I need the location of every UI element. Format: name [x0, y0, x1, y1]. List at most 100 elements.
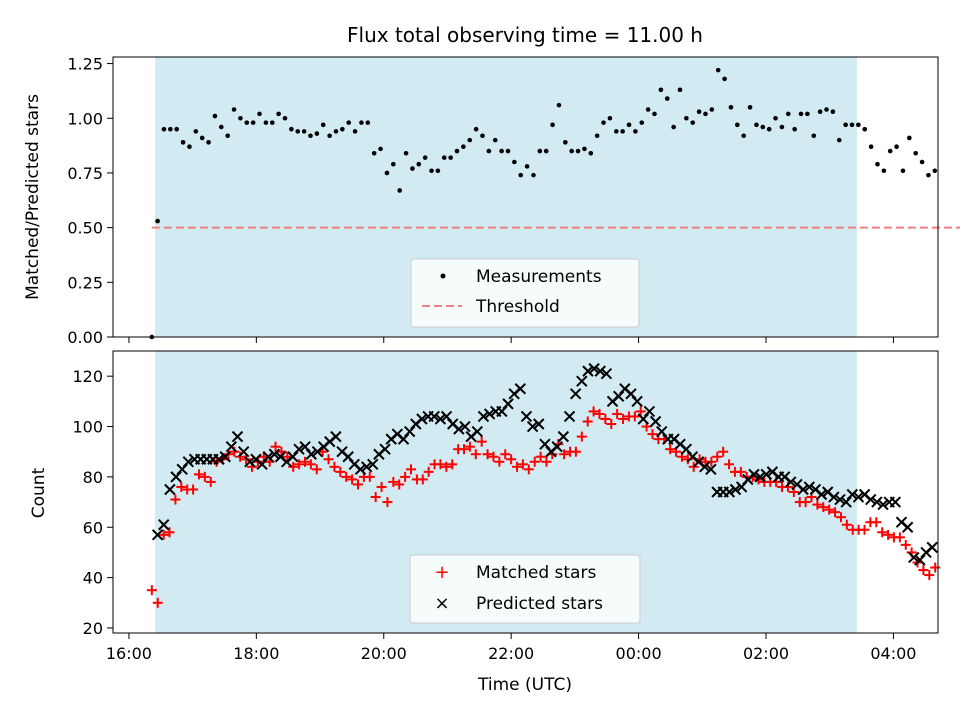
predicted-point: [219, 451, 231, 463]
measurement-point: [754, 122, 759, 128]
predicted-point: [815, 488, 828, 501]
predicted-point: [268, 448, 281, 460]
measurement-point: [703, 111, 708, 117]
matched-point: [529, 456, 540, 467]
measurement-point: [269, 120, 275, 125]
measurement-point: [320, 122, 326, 128]
matched-point: [559, 449, 570, 460]
matched-point: [370, 492, 381, 503]
measurement-point: [282, 115, 288, 121]
measurement-point: [626, 122, 632, 128]
predicted-point: [520, 410, 533, 423]
predicted-point: [231, 430, 244, 443]
measurement-point: [505, 148, 511, 154]
predicted-point: [723, 486, 736, 498]
measurement-point: [658, 87, 664, 93]
predicted-point: [551, 440, 563, 453]
predicted-point: [379, 443, 391, 455]
x-tick-label: 02:00: [743, 644, 789, 663]
matched-point: [841, 519, 852, 530]
x-tick-label: 18:00: [233, 644, 279, 663]
matched-point: [205, 476, 216, 487]
top-y-tick-label: 0.00: [67, 328, 103, 347]
bottom-y-axis: 20 40 60 80 100 120: [72, 367, 113, 638]
measurement-point: [429, 168, 434, 174]
matched-point: [494, 456, 505, 467]
x-axis-label: Time (UTC): [477, 675, 572, 695]
top-y-tick-label: 1.00: [67, 109, 103, 128]
predicted-point: [852, 491, 865, 503]
matched-point: [606, 419, 617, 430]
predicted-point: [514, 383, 527, 395]
measurement-point: [206, 140, 211, 145]
predicted-point: [354, 463, 367, 476]
matched-point: [859, 524, 870, 535]
legend-matched-label: Matched stars: [476, 563, 596, 583]
measurement-point: [467, 137, 473, 143]
matched-point: [924, 570, 935, 581]
measurement-point: [512, 159, 517, 165]
bottom-y-tick-label: 60: [83, 518, 103, 537]
matched-point: [311, 464, 322, 475]
matched-point: [576, 431, 587, 442]
predicted-point: [871, 496, 883, 508]
matched-point: [506, 454, 517, 465]
predicted-point: [643, 405, 656, 418]
predicted-point: [483, 408, 496, 420]
matched-point: [188, 484, 199, 495]
measurement-point: [550, 122, 555, 128]
matched-point: [193, 469, 204, 480]
bottom-plot-frame: [112, 350, 939, 634]
matched-point: [900, 539, 911, 550]
measurement-point: [913, 150, 919, 156]
matched-point: [588, 406, 599, 417]
legend-measurements-marker: [440, 273, 446, 279]
measurement-point: [346, 120, 352, 125]
matched-point: [152, 597, 163, 608]
figure-title: Flux total observing time = 11.00 h: [347, 23, 703, 47]
matched-point: [523, 464, 534, 475]
x-tick-label: 20:00: [361, 644, 407, 663]
measurement-point: [785, 111, 791, 117]
top-legend-box: [410, 258, 640, 328]
measurement-point: [900, 168, 906, 174]
measurement-point: [747, 105, 753, 110]
predicted-point: [865, 493, 877, 506]
measurement-point: [556, 102, 562, 108]
predicted-point: [293, 443, 305, 455]
matched-point: [323, 454, 334, 465]
matched-point: [199, 471, 210, 482]
measurement-point: [473, 126, 479, 132]
measurement-point: [696, 109, 702, 114]
predicted-point: [901, 521, 914, 533]
predicted-point: [330, 430, 342, 443]
measurement-point: [416, 161, 422, 167]
measurement-point: [779, 124, 785, 130]
predicted-point: [926, 541, 938, 554]
measurement-point: [340, 126, 345, 132]
matched-point: [541, 456, 552, 467]
measurement-point: [359, 120, 364, 125]
top-y-tick-label: 0.25: [67, 273, 103, 292]
predicted-point: [182, 456, 195, 468]
matched-point: [718, 446, 729, 457]
legend-matched-marker: +: [434, 562, 449, 583]
predicted-point: [164, 483, 176, 496]
measurement-point: [327, 133, 332, 139]
measurement-point: [919, 159, 925, 165]
legend-measurements-label: Measurements: [476, 267, 602, 287]
measurement-point: [371, 150, 377, 156]
measurement-point: [881, 168, 887, 174]
predicted-point: [471, 425, 483, 438]
predicted-point: [582, 365, 594, 377]
matched-point: [288, 461, 299, 472]
bottom-panel: 20 40 60 80 100 120 16:00 18:00 20:00 22:00 00:00…: [29, 350, 941, 695]
predicted-point: [428, 410, 440, 423]
measurement-point: [843, 122, 848, 128]
measurement-point: [250, 120, 256, 125]
measurement-point: [613, 129, 619, 134]
measurement-point: [308, 133, 313, 139]
measurement-point: [862, 126, 868, 132]
predicted-point: [594, 365, 606, 377]
measurement-point: [735, 122, 740, 128]
